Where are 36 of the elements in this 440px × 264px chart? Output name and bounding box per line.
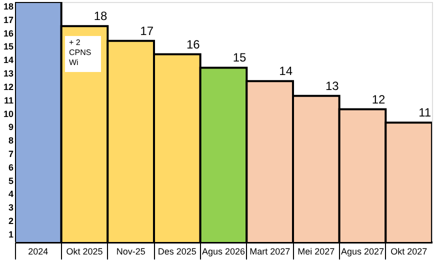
- y-tick-label: 16: [3, 28, 14, 38]
- y-tick-label: 11: [4, 95, 14, 106]
- x-tick-label: Agus 2027: [340, 246, 384, 256]
- annotation: 11: [418, 106, 432, 120]
- y-tick-label: 18: [3, 2, 14, 12]
- annotation: 17: [140, 24, 154, 38]
- y-tick-label: 12: [3, 82, 14, 92]
- x-tick-label: Nov-25: [116, 246, 146, 256]
- y-tick-label: 1: [8, 229, 14, 240]
- x-tick-label: Agus 2026: [202, 246, 246, 256]
- y-tick-label: 10: [3, 108, 14, 119]
- y-tick-label: 4: [8, 189, 14, 200]
- y-tick-label: 15: [3, 42, 14, 52]
- y-tick-label: 7: [8, 149, 14, 160]
- x-tick-label: Okt 2025: [66, 246, 103, 256]
- annotation: 15: [232, 50, 246, 65]
- y-tick-label: 2: [8, 216, 14, 226]
- annotation: + 2 CPNS Wi: [69, 38, 92, 67]
- y-tick-label: 13: [3, 68, 14, 79]
- y-tick-label: 17: [3, 14, 14, 25]
- annotation: 12: [372, 92, 386, 106]
- annotation: 18: [94, 9, 108, 24]
- y-tick-label: 6: [8, 162, 14, 172]
- x-tick-label: Des 2025: [158, 246, 196, 256]
- x-tick-label: Okt 2027: [390, 246, 428, 256]
- y-tick-label: 3: [8, 202, 14, 213]
- x-tick-label: Mei 2027: [298, 246, 335, 256]
- y-tick-label: 5: [8, 176, 14, 186]
- y-tick-label: 9: [8, 122, 14, 132]
- annotation: 13: [325, 78, 340, 93]
- x-tick-label: Mart 2027: [250, 246, 290, 256]
- annotation: 16: [186, 37, 200, 52]
- y-tick-label: 14: [3, 55, 14, 66]
- x-tick-label: 2024: [28, 246, 48, 256]
- y-tick-label: 8: [8, 136, 14, 146]
- annotation: 14: [279, 64, 293, 78]
